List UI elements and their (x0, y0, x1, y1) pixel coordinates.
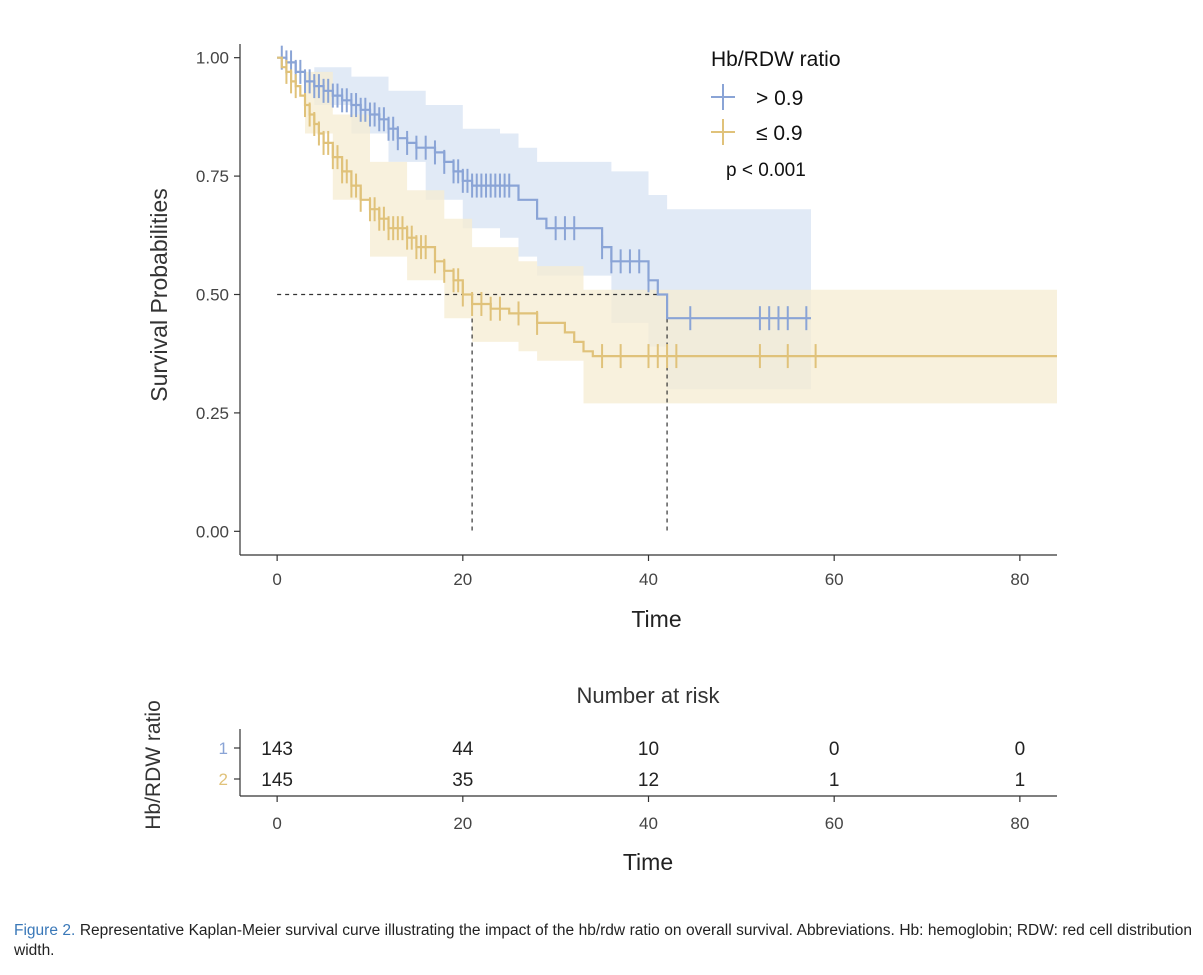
censor-marks-high (280, 45, 808, 331)
risk-count: 145 (261, 770, 293, 791)
caption-label: Figure 2. (14, 922, 76, 939)
x-tick-label: 80 (1010, 570, 1029, 589)
risk-count: 44 (452, 739, 474, 760)
risk-x-tick-label: 20 (453, 814, 472, 833)
confidence-band-low (277, 57, 1058, 404)
figure-caption: Figure 2. Representative Kaplan-Meier su… (14, 921, 1192, 961)
p-value-annotation: p < 0.001 (726, 160, 806, 181)
risk-count: 1 (829, 770, 840, 791)
risk-count: 10 (638, 739, 659, 760)
y-tick-label: 1.00 (196, 49, 229, 68)
x-tick-label: 40 (639, 570, 658, 589)
risk-count: 35 (452, 770, 473, 791)
risk-count: 0 (829, 739, 840, 760)
legend-title: Hb/RDW ratio (711, 48, 841, 71)
risk-row-label: 2 (219, 770, 228, 789)
y-axis-title: Survival Probabilities (146, 188, 172, 401)
risk-count: 143 (261, 739, 293, 760)
km-plot: 0.00 0.25 0.50 0.75 1.00 0 20 40 60 80 Time Surviva… (146, 44, 1058, 632)
x-axis-title: Time (631, 606, 681, 632)
y-tick-label: 0.75 (196, 167, 229, 186)
confidence-bands (277, 57, 1058, 404)
y-tick-label: 0.50 (196, 286, 229, 305)
risk-x-tick-label: 80 (1010, 814, 1029, 833)
risk-count: 12 (638, 770, 659, 791)
risk-count: 0 (1015, 739, 1026, 760)
risk-table-x-title: Time (623, 849, 673, 875)
risk-table-title: Number at risk (576, 683, 720, 708)
risk-table-y-title: Hb/RDW ratio (142, 700, 165, 830)
legend: Hb/RDW ratio > 0.9 ≤ 0.9 (711, 48, 841, 145)
risk-x-tick-label: 0 (272, 814, 281, 833)
x-tick-label: 20 (453, 570, 472, 589)
y-tick-label: 0.00 (196, 522, 229, 541)
risk-row-label: 1 (219, 739, 228, 758)
risk-count: 1 (1015, 770, 1026, 791)
legend-label: > 0.9 (756, 87, 803, 110)
caption-text: Representative Kaplan-Meier survival cur… (14, 922, 1192, 959)
x-tick-label: 60 (825, 570, 844, 589)
y-tick-label: 0.25 (196, 404, 229, 423)
figure-canvas: 0.000.250.500.751.000 20 40 60 80TimeSurviva… (142, 44, 1058, 875)
x-tick-label: 0 (272, 570, 281, 589)
risk-x-tick-label: 40 (639, 814, 658, 833)
risk-x-tick-label: 60 (825, 814, 844, 833)
legend-label: ≤ 0.9 (756, 122, 803, 145)
censor-marks-low (285, 59, 817, 369)
